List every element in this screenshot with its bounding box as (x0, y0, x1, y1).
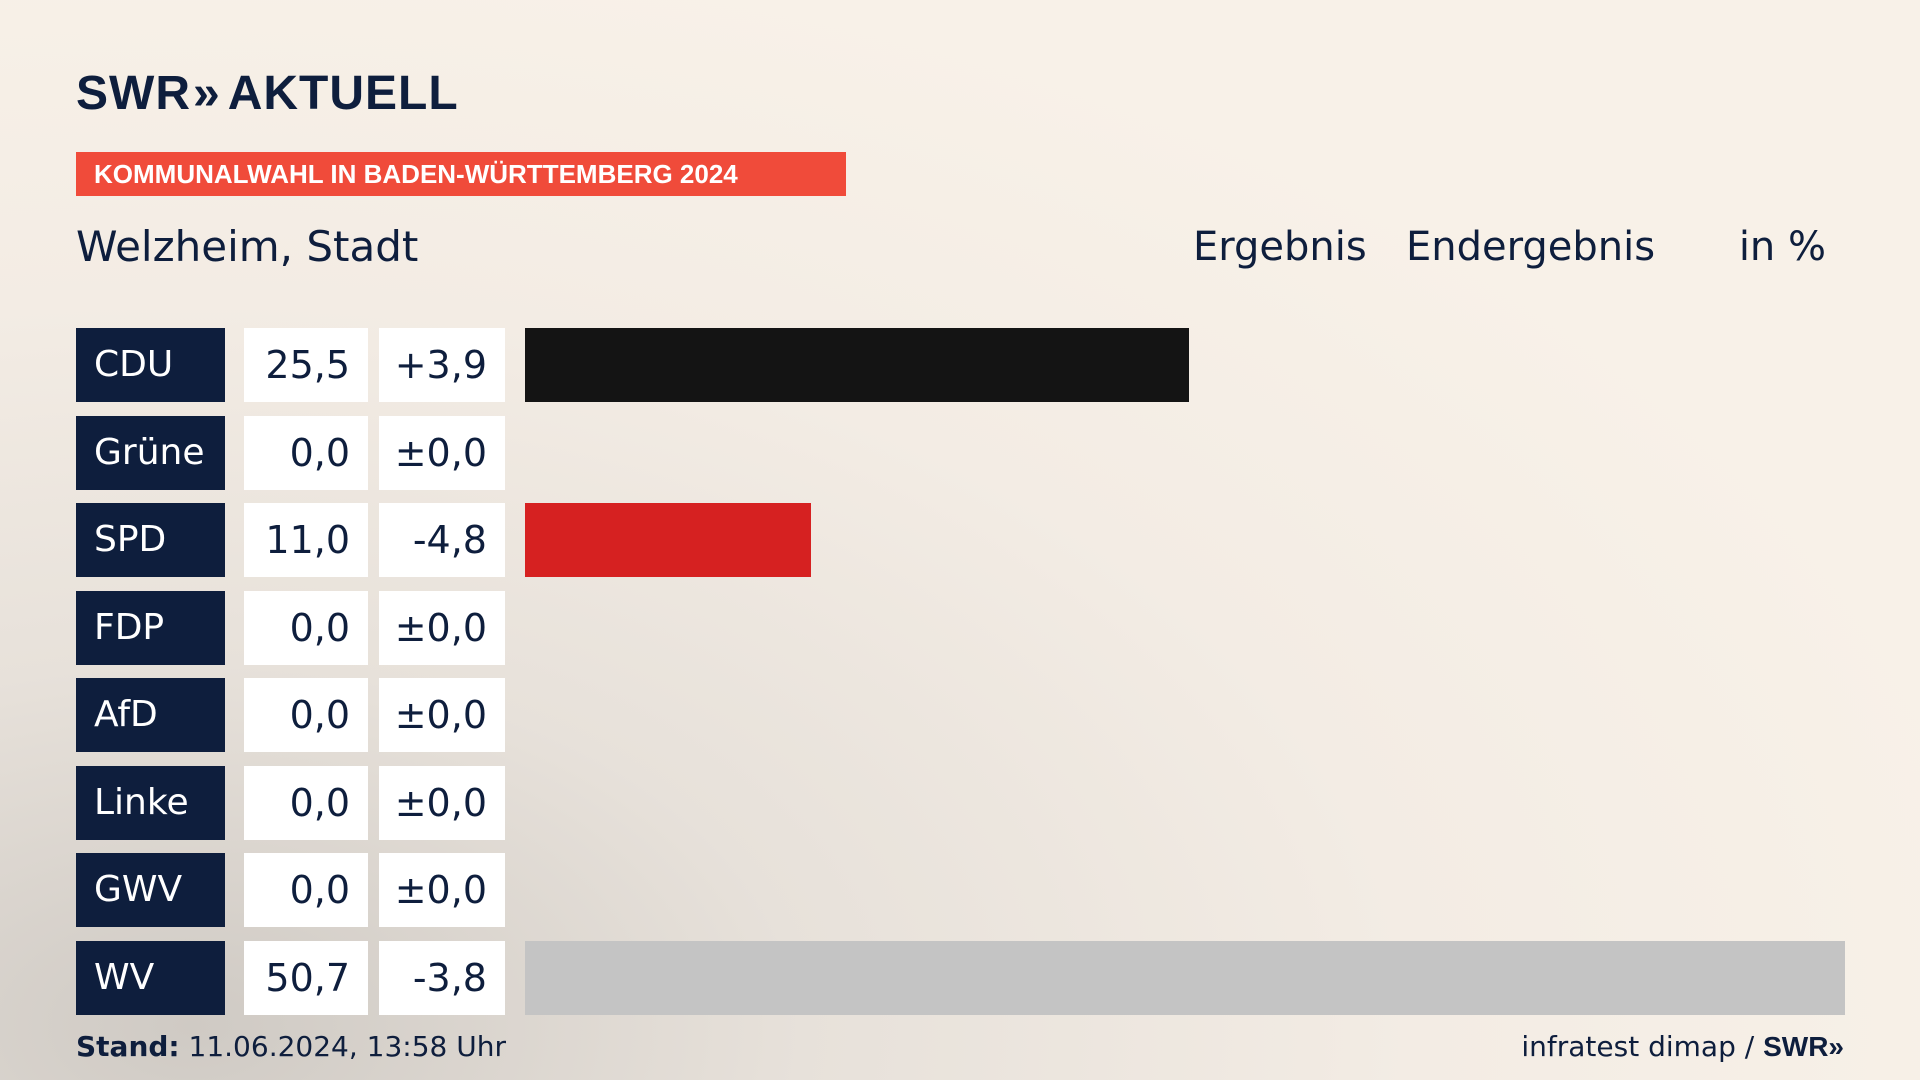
party-label: WV (76, 940, 225, 1015)
value-label: 25,5 (244, 328, 368, 402)
party-label: SPD (76, 503, 225, 577)
place-title: Welzheim, Stadt (76, 222, 419, 271)
party-label: FDP (76, 590, 225, 665)
party-label: AfD (76, 678, 225, 752)
chevrons-icon: » (192, 67, 220, 120)
result-row: FDP 0,0 ±0,0 (76, 590, 1844, 665)
diff-label: ±0,0 (379, 415, 505, 490)
header-result: Ergebnis (1193, 224, 1367, 270)
result-bar (525, 503, 811, 577)
diff-label: -3,8 (379, 940, 505, 1015)
party-label: Grüne (76, 415, 225, 490)
value-label: 0,0 (244, 853, 368, 927)
swr-aktuell-logo: SWR» AKTUELL (76, 66, 459, 121)
result-row: GWV 0,0 ±0,0 (76, 853, 1844, 927)
value-label: 50,7 (244, 940, 368, 1015)
diff-label: -4,8 (379, 503, 505, 577)
value-label: 0,0 (244, 415, 368, 490)
result-row: WV 50,7 -3,8 (76, 940, 1845, 1015)
election-banner: KOMMUNALWAHL IN BADEN-WÜRTTEMBERG 2024 (76, 152, 846, 196)
value-label: 0,0 (244, 765, 368, 840)
logo-brand: SWR (76, 67, 191, 120)
chevrons-icon: » (1828, 1031, 1844, 1062)
diff-label: ±0,0 (379, 765, 505, 840)
source-brand: SWR (1763, 1031, 1829, 1062)
logo-section: AKTUELL (227, 67, 459, 120)
result-row: SPD 11,0 -4,8 (76, 503, 1844, 577)
source-credit: infratest dimap / SWR» (1521, 1030, 1844, 1063)
stand-label: Stand: (76, 1030, 180, 1063)
timestamp: Stand: 11.06.2024, 13:58 Uhr (76, 1030, 506, 1063)
value-label: 11,0 (244, 503, 368, 577)
header-final: Endergebnis (1406, 224, 1656, 270)
party-label: CDU (76, 328, 225, 402)
diff-label: ±0,0 (379, 853, 505, 927)
result-bar (525, 328, 1189, 402)
diff-label: ±0,0 (379, 678, 505, 752)
result-row: CDU 25,5 +3,9 (76, 328, 1844, 402)
value-label: 0,0 (244, 590, 368, 665)
diff-label: ±0,0 (379, 590, 505, 665)
party-label: Linke (76, 765, 225, 840)
stand-value: 11.06.2024, 13:58 Uhr (188, 1030, 506, 1063)
value-label: 0,0 (244, 678, 368, 752)
party-label: GWV (76, 853, 225, 927)
result-row: Linke 0,0 ±0,0 (76, 765, 1844, 840)
result-row: Grüne 0,0 ±0,0 (76, 415, 1844, 490)
result-bar (525, 940, 1845, 1015)
source-text: infratest dimap / (1521, 1030, 1755, 1063)
result-row: AfD 0,0 ±0,0 (76, 678, 1844, 752)
header-unit: in % (1738, 224, 1826, 270)
diff-label: +3,9 (379, 328, 505, 402)
